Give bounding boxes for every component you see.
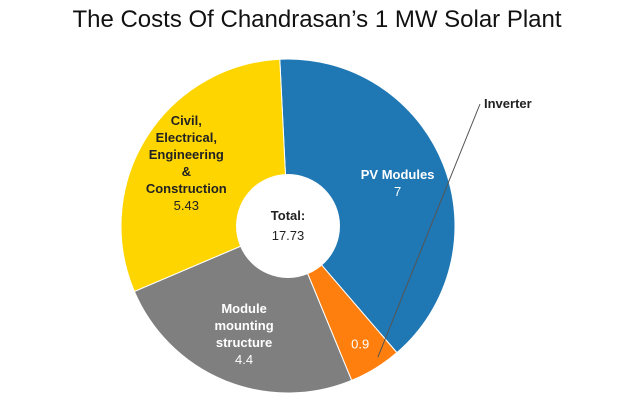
donut-hole xyxy=(236,174,340,278)
slice-name-civil-electrical-engineering-construction-line-3: & xyxy=(182,164,191,179)
slice-name-civil-electrical-engineering-construction-line-0: Civil, xyxy=(171,113,202,128)
slice-name-civil-electrical-engineering-construction-line-4: Construction xyxy=(146,181,227,196)
chart-title: The Costs Of Chandrasan’s 1 MW Solar Pla… xyxy=(72,6,562,33)
slice-value-inverter: 0.9 xyxy=(351,337,369,352)
slice-value-civil-electrical-engineering-construction: 5.43 xyxy=(174,198,199,213)
total-label: Total: xyxy=(271,208,305,223)
slice-value-pv-modules: 7 xyxy=(394,184,401,199)
total-value: 17.73 xyxy=(272,228,305,243)
slice-name-pv-modules-line-0: PV Modules xyxy=(361,167,435,182)
slice-name-module-mounting-structure-line-2: structure xyxy=(216,335,272,350)
inverter-leader-line xyxy=(377,103,481,358)
slice-name-civil-electrical-engineering-construction-line-2: Engineering xyxy=(149,147,224,162)
slice-name-inverter: Inverter xyxy=(484,96,532,111)
slice-pv-modules xyxy=(279,58,456,354)
slice-name-module-mounting-structure-line-1: mounting xyxy=(214,318,273,333)
slice-name-module-mounting-structure-line-0: Module xyxy=(221,301,267,316)
slice-name-civil-electrical-engineering-construction-line-1: Electrical, xyxy=(156,130,217,145)
pie-labels: PV Modules 7 0.9 Inverter Module mounting stru… xyxy=(146,96,532,367)
slice-value-module-mounting-structure: 4.4 xyxy=(235,352,253,367)
